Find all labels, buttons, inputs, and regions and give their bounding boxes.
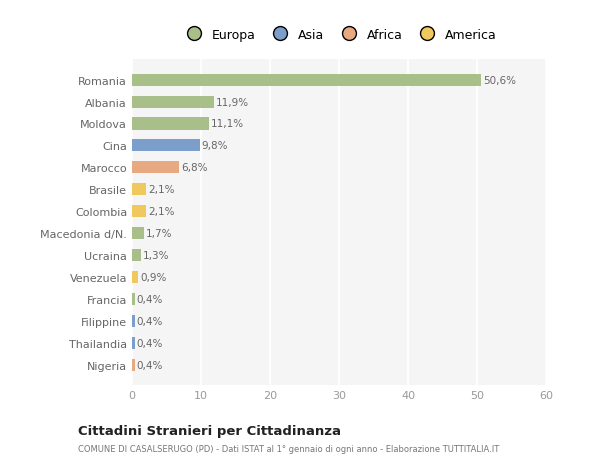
Bar [132,184,146,196]
Bar [132,228,144,240]
Text: 0,4%: 0,4% [137,338,163,348]
Bar [132,96,214,108]
Text: 6,8%: 6,8% [181,163,208,173]
Text: Cittadini Stranieri per Cittadinanza: Cittadini Stranieri per Cittadinanza [78,424,341,437]
Bar [132,271,138,283]
Text: 2,1%: 2,1% [149,207,175,217]
Bar [132,293,135,305]
Text: 11,1%: 11,1% [211,119,244,129]
Text: COMUNE DI CASALSERUGO (PD) - Dati ISTAT al 1° gennaio di ogni anno - Elaborazion: COMUNE DI CASALSERUGO (PD) - Dati ISTAT … [78,444,499,453]
Bar [132,249,141,262]
Text: 1,7%: 1,7% [146,229,172,239]
Text: 9,8%: 9,8% [202,141,228,151]
Bar [132,74,481,86]
Text: 0,4%: 0,4% [137,360,163,369]
Text: 0,4%: 0,4% [137,294,163,304]
Text: 11,9%: 11,9% [216,97,250,107]
Bar [132,118,209,130]
Text: 1,3%: 1,3% [143,251,170,260]
Text: 2,1%: 2,1% [149,185,175,195]
Bar [132,359,135,371]
Bar [132,315,135,327]
Legend: Europa, Asia, Africa, America: Europa, Asia, Africa, America [176,23,502,46]
Bar [132,162,179,174]
Text: 0,4%: 0,4% [137,316,163,326]
Bar [132,206,146,218]
Text: 0,9%: 0,9% [140,272,167,282]
Bar [132,337,135,349]
Bar [132,140,200,152]
Text: 50,6%: 50,6% [483,76,516,85]
